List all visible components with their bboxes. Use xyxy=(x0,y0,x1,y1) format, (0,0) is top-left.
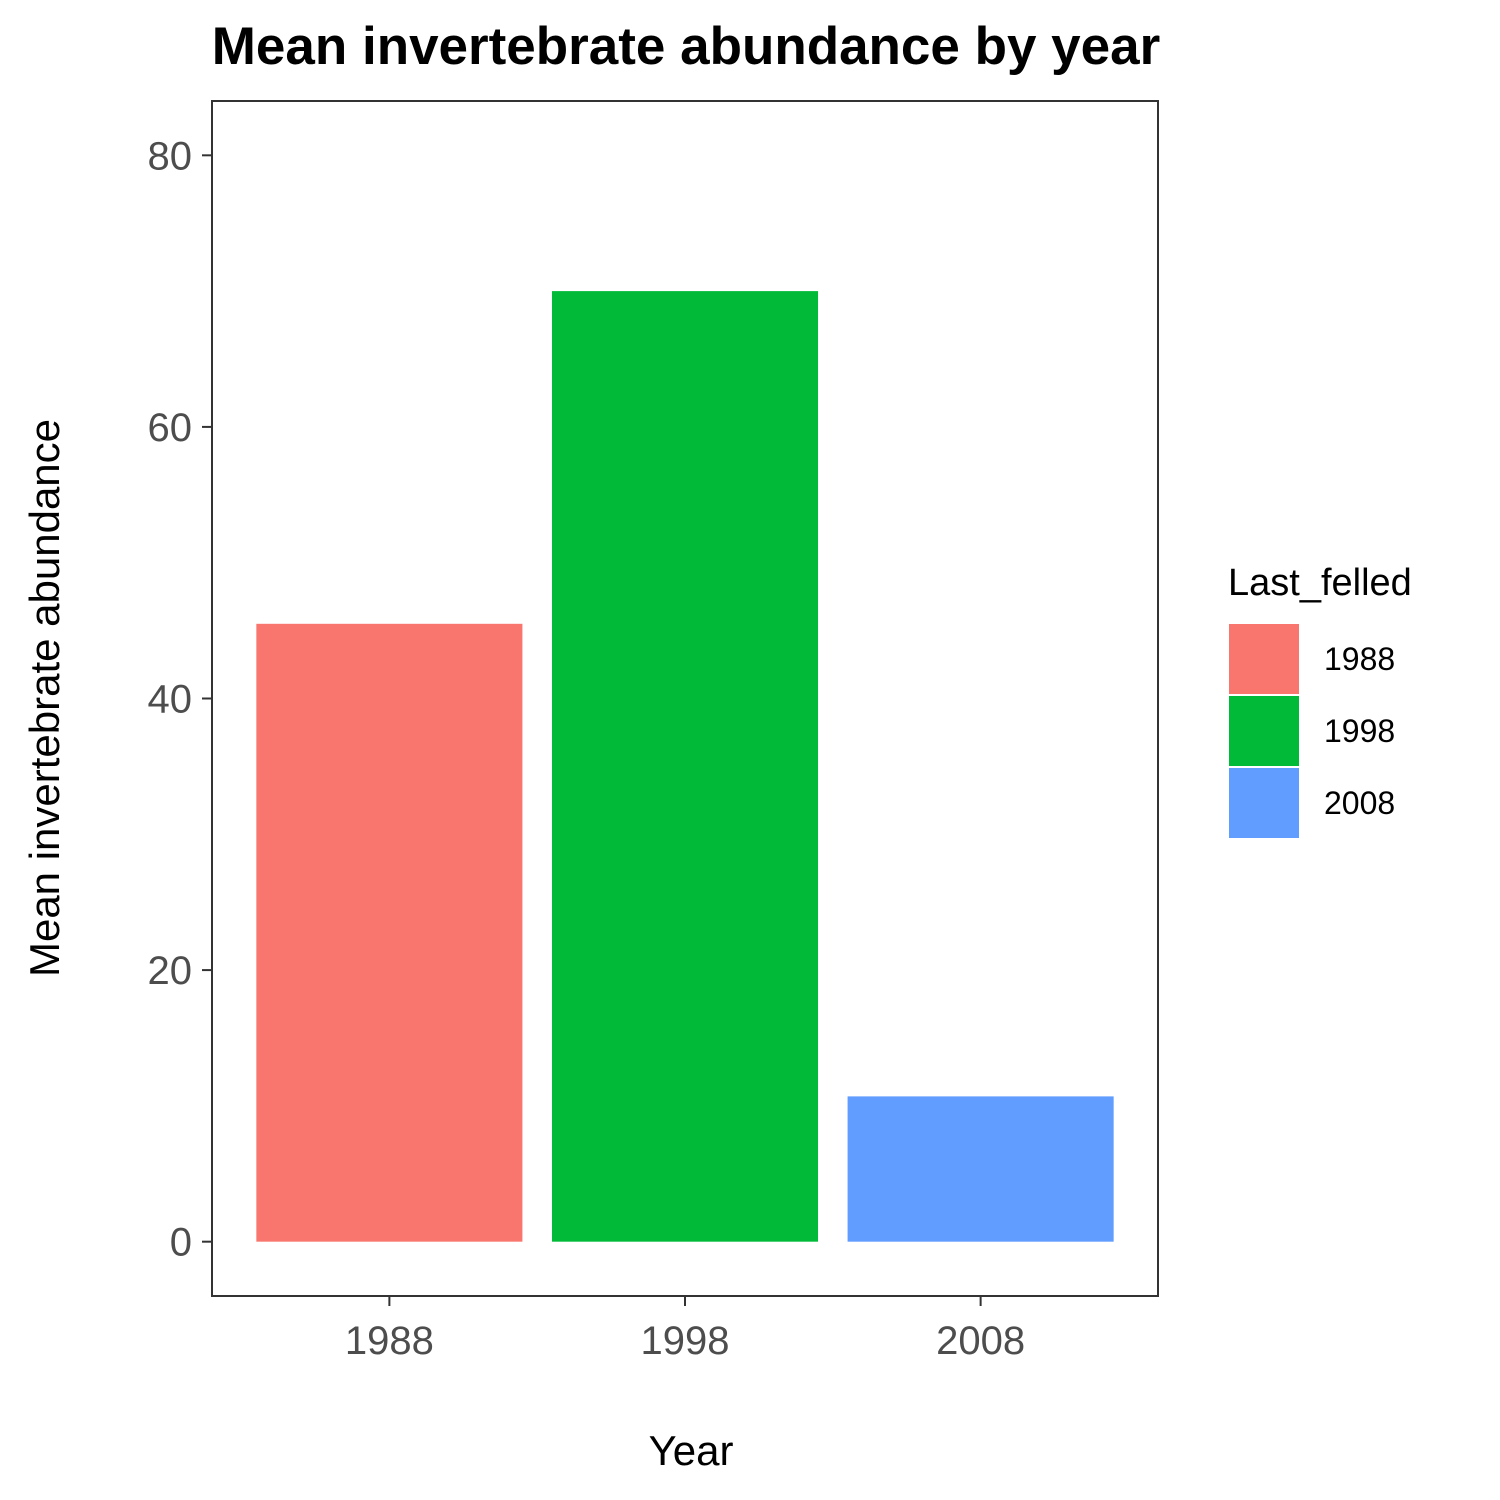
chart-title: Mean invertebrate abundance by year xyxy=(212,17,1160,76)
x-tick-label: 2008 xyxy=(936,1319,1025,1363)
bar-2008 xyxy=(847,1096,1114,1242)
legend: Last_felled 1988 1998 2008 xyxy=(1228,562,1412,838)
y-tick-label: 40 xyxy=(148,678,193,722)
legend-key-1988 xyxy=(1229,624,1299,694)
legend-label-1988: 1988 xyxy=(1324,641,1395,677)
legend-key-1998 xyxy=(1229,696,1299,766)
legend-items: 1988 1998 2008 xyxy=(1229,624,1395,838)
legend-label-2008: 2008 xyxy=(1324,785,1395,821)
x-tick-label: 1998 xyxy=(641,1319,730,1363)
y-axis-ticks: 0 20 40 60 80 xyxy=(148,134,212,1265)
legend-key-2008 xyxy=(1229,768,1299,838)
x-axis-ticks: 1988 1998 2008 xyxy=(345,1296,1025,1363)
x-axis-title: Year xyxy=(649,1427,734,1474)
legend-label-1998: 1998 xyxy=(1324,713,1395,749)
plot-panel-border xyxy=(211,100,1159,1297)
y-axis-title-group: Mean invertebrate abundance xyxy=(21,419,68,977)
y-axis-title: Mean invertebrate abundance xyxy=(21,419,68,977)
y-tick-label: 80 xyxy=(148,134,193,178)
x-tick-label: 1988 xyxy=(345,1319,434,1363)
y-tick-label: 60 xyxy=(148,406,193,450)
y-tick-label: 20 xyxy=(148,949,193,993)
bar-1998 xyxy=(551,291,819,1242)
y-tick-label: 0 xyxy=(170,1221,192,1265)
bars-layer xyxy=(256,291,1114,1242)
bar-1988 xyxy=(256,623,523,1242)
legend-title: Last_felled xyxy=(1228,562,1412,604)
